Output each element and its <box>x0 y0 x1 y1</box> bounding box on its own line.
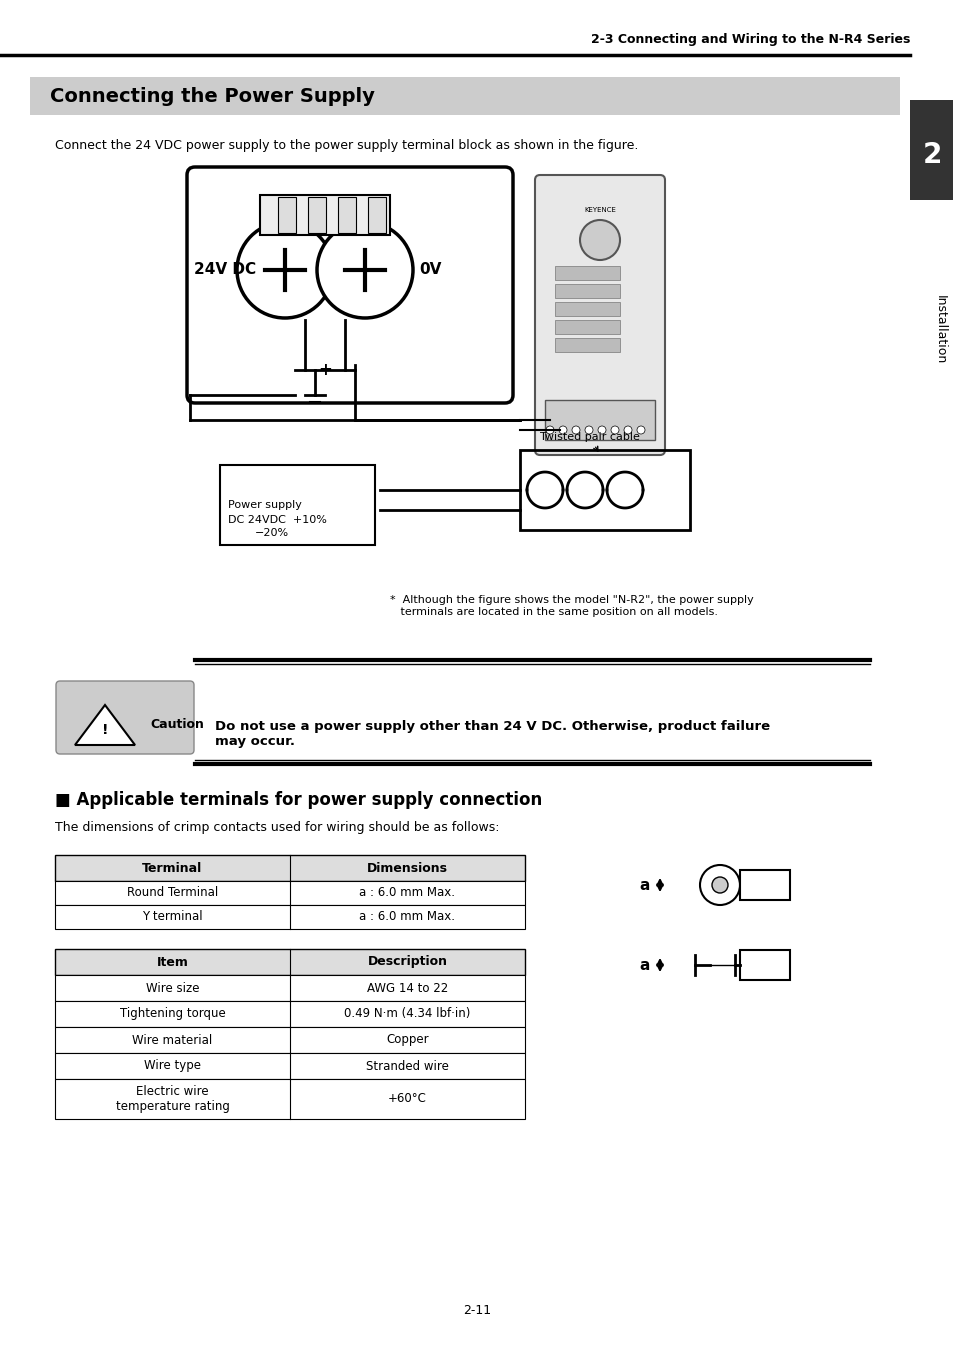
FancyBboxPatch shape <box>55 1053 524 1078</box>
Text: a: a <box>639 878 650 892</box>
Circle shape <box>584 426 593 434</box>
FancyBboxPatch shape <box>260 195 390 235</box>
Text: Round Terminal: Round Terminal <box>127 887 218 899</box>
Text: Twisted pair cable: Twisted pair cable <box>539 431 639 452</box>
Text: 0V: 0V <box>418 263 440 278</box>
Circle shape <box>598 426 605 434</box>
FancyBboxPatch shape <box>55 855 524 882</box>
FancyBboxPatch shape <box>555 319 619 334</box>
Text: Stranded wire: Stranded wire <box>366 1060 449 1073</box>
FancyBboxPatch shape <box>555 284 619 298</box>
FancyBboxPatch shape <box>740 869 789 900</box>
FancyBboxPatch shape <box>909 100 953 200</box>
FancyBboxPatch shape <box>220 465 375 545</box>
FancyBboxPatch shape <box>55 1027 524 1053</box>
Text: Electric wire
temperature rating: Electric wire temperature rating <box>115 1085 230 1113</box>
FancyBboxPatch shape <box>55 1002 524 1027</box>
Circle shape <box>610 426 618 434</box>
Text: Dimensions: Dimensions <box>367 861 448 875</box>
Text: DC 24VDC  +10%: DC 24VDC +10% <box>228 515 327 524</box>
FancyBboxPatch shape <box>55 1078 524 1119</box>
Text: *  Although the figure shows the model "N-R2", the power supply
   terminals are: * Although the figure shows the model "N… <box>390 594 753 616</box>
Text: 24V DC: 24V DC <box>193 263 255 278</box>
FancyBboxPatch shape <box>544 400 655 439</box>
Circle shape <box>637 426 644 434</box>
FancyBboxPatch shape <box>56 681 193 754</box>
FancyBboxPatch shape <box>535 175 664 456</box>
FancyBboxPatch shape <box>555 302 619 315</box>
FancyBboxPatch shape <box>55 949 524 975</box>
Circle shape <box>558 426 566 434</box>
Text: 2-3 Connecting and Wiring to the N-R4 Series: 2-3 Connecting and Wiring to the N-R4 Se… <box>590 34 909 46</box>
FancyBboxPatch shape <box>187 167 513 403</box>
Circle shape <box>316 222 413 318</box>
FancyBboxPatch shape <box>555 266 619 280</box>
Text: a : 6.0 mm Max.: a : 6.0 mm Max. <box>359 887 455 899</box>
FancyBboxPatch shape <box>30 77 899 115</box>
Circle shape <box>579 220 619 260</box>
Text: Description: Description <box>367 956 447 968</box>
Text: Terminal: Terminal <box>142 861 202 875</box>
FancyBboxPatch shape <box>337 197 355 233</box>
Text: Connecting the Power Supply: Connecting the Power Supply <box>50 88 375 106</box>
Text: −20%: −20% <box>254 528 289 538</box>
Text: Y terminal: Y terminal <box>142 910 203 923</box>
Circle shape <box>572 426 579 434</box>
Circle shape <box>545 426 554 434</box>
FancyBboxPatch shape <box>55 905 524 929</box>
Text: Caution: Caution <box>150 718 204 732</box>
Text: 2: 2 <box>922 142 941 168</box>
Text: a: a <box>639 957 650 972</box>
Text: 0.49 N·m (4.34 lbf·in): 0.49 N·m (4.34 lbf·in) <box>344 1007 470 1020</box>
Text: Do not use a power supply other than 24 V DC. Otherwise, product failure
may occ: Do not use a power supply other than 24 … <box>214 720 769 748</box>
Text: +: + <box>317 361 332 379</box>
Circle shape <box>711 878 727 892</box>
Text: AWG 14 to 22: AWG 14 to 22 <box>367 981 448 995</box>
Polygon shape <box>75 705 135 745</box>
Text: Power supply: Power supply <box>228 500 301 510</box>
Text: a : 6.0 mm Max.: a : 6.0 mm Max. <box>359 910 455 923</box>
FancyBboxPatch shape <box>555 338 619 352</box>
Text: ■ Applicable terminals for power supply connection: ■ Applicable terminals for power supply … <box>55 791 541 809</box>
FancyBboxPatch shape <box>277 197 295 233</box>
Circle shape <box>623 426 631 434</box>
FancyBboxPatch shape <box>55 975 524 1002</box>
Text: Wire size: Wire size <box>146 981 199 995</box>
Text: The dimensions of crimp contacts used for wiring should be as follows:: The dimensions of crimp contacts used fo… <box>55 821 499 834</box>
FancyBboxPatch shape <box>368 197 386 233</box>
Text: !: ! <box>102 723 108 737</box>
FancyBboxPatch shape <box>308 197 326 233</box>
Text: 2-11: 2-11 <box>462 1304 491 1317</box>
Text: Wire material: Wire material <box>132 1034 213 1046</box>
Text: Tightening torque: Tightening torque <box>119 1007 225 1020</box>
Text: Connect the 24 VDC power supply to the power supply terminal block as shown in t: Connect the 24 VDC power supply to the p… <box>55 139 638 151</box>
Text: Item: Item <box>156 956 189 968</box>
Text: Installation: Installation <box>933 295 945 364</box>
Circle shape <box>700 865 740 905</box>
FancyBboxPatch shape <box>740 950 789 980</box>
FancyBboxPatch shape <box>55 882 524 905</box>
Circle shape <box>236 222 333 318</box>
Text: +60°C: +60°C <box>388 1092 427 1105</box>
Text: Wire type: Wire type <box>144 1060 201 1073</box>
Text: Copper: Copper <box>386 1034 428 1046</box>
Text: KEYENCE: KEYENCE <box>583 208 616 213</box>
